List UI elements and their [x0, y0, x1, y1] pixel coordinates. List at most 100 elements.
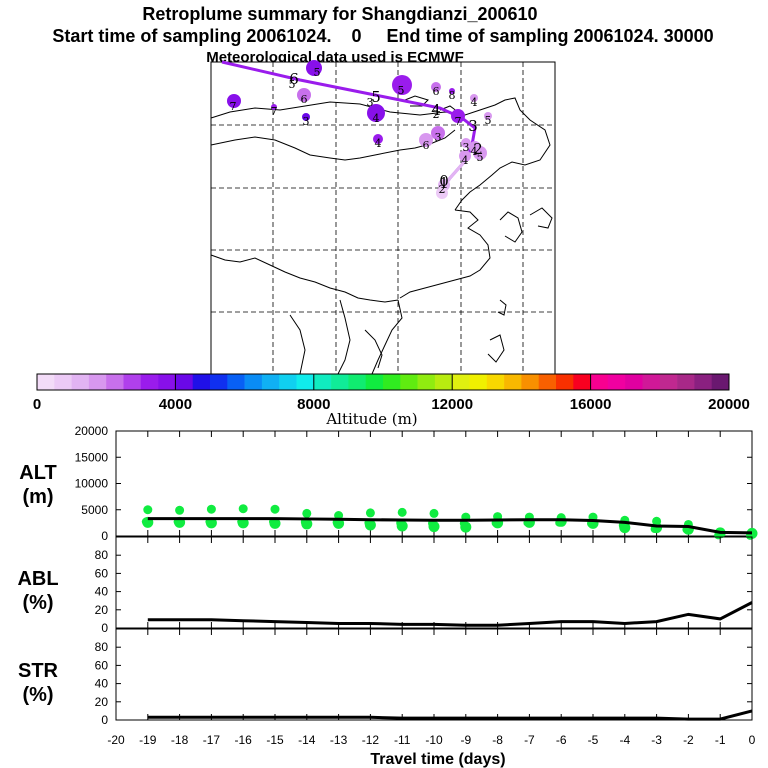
colorbar-swatch	[452, 374, 470, 390]
colorbar-swatch	[556, 374, 574, 390]
x-tick-label: -7	[524, 733, 535, 747]
trajectory-day-label: 1	[439, 174, 449, 192]
altitude-marker	[419, 133, 433, 147]
altitude-marker	[449, 88, 455, 94]
colorbar-swatch	[365, 374, 384, 390]
cluster-label: 7	[230, 100, 237, 113]
colorbar-swatch	[88, 374, 107, 390]
y-tick-label: 15000	[75, 450, 109, 464]
panel-frame	[115, 628, 753, 721]
x-tick-label: -16	[235, 733, 253, 747]
x-tick-label: -12	[362, 733, 380, 747]
altitude-marker	[436, 187, 448, 199]
colorbar-swatch	[625, 374, 643, 390]
x-tick-label: -13	[330, 733, 348, 747]
y-tick-label: 20	[95, 603, 109, 617]
y-tick-label: 40	[95, 585, 109, 599]
colorbar-swatch	[504, 374, 522, 390]
colorbar-swatch	[261, 374, 280, 390]
panel-frame	[115, 536, 753, 629]
coastlines-and-borders	[210, 95, 553, 375]
altitude-marker	[459, 150, 471, 162]
altitude-marker	[297, 88, 311, 102]
colorbar-swatch	[279, 374, 297, 390]
cluster-label: 3	[367, 96, 374, 109]
y-tick-label: 60	[95, 658, 109, 672]
panel-units: (%)	[22, 684, 53, 706]
trajectory-day-label: 5	[371, 88, 381, 106]
cluster-label: 3	[463, 141, 470, 154]
colorbar-swatch	[486, 374, 505, 390]
x-tick-label: -6	[556, 733, 567, 747]
colorbar-swatch	[106, 374, 124, 390]
y-tick-label: 0	[101, 713, 108, 727]
y-tick-label: 80	[95, 640, 109, 654]
colorbar-swatch	[313, 374, 332, 390]
panel-abl: 0 20 40 60 80 ABL(%)	[17, 536, 753, 635]
x-tick-label: -11	[394, 733, 411, 747]
panel-label: ALT	[19, 462, 56, 484]
trajectory-day-label: 2	[473, 140, 483, 158]
x-tick-label: -19	[139, 733, 157, 747]
colorbar-swatch	[348, 374, 366, 390]
colorbar-swatch	[521, 374, 539, 390]
colorbar-swatch	[417, 374, 436, 390]
cluster-label: 6	[433, 85, 440, 98]
altitude-dot-upper	[302, 508, 312, 518]
cluster-label: 5	[485, 114, 492, 127]
colorbar-swatch	[71, 374, 90, 390]
altitude-dot-upper	[397, 507, 407, 517]
colorbar-tick-label: 8000	[297, 396, 330, 413]
altitude-marker	[306, 60, 322, 76]
colorbar-swatch	[383, 374, 401, 390]
altitude-marker	[431, 82, 441, 92]
x-tick-label: -18	[171, 733, 189, 747]
colorbar-swatch	[54, 374, 72, 390]
colorbar-swatch	[140, 374, 159, 390]
cluster-label: 4	[471, 145, 478, 158]
trajectory-day-label: 6	[289, 70, 299, 88]
altitude-marker	[271, 104, 277, 110]
colorbar-swatch	[192, 374, 211, 390]
trajectory-day-label: 3	[468, 117, 478, 135]
colorbar-swatch	[400, 374, 418, 390]
colorbar-tick-label: 16000	[570, 396, 612, 413]
colorbar-swatch	[37, 374, 55, 390]
altitude-dot-upper	[143, 505, 153, 515]
altitude-dot-upper	[175, 505, 185, 515]
colorbar-swatch	[659, 374, 678, 390]
altitude-colorbar: 0 4000 8000 12000 16000 20000	[33, 373, 750, 413]
map-gridlines	[211, 62, 555, 374]
y-tick-label: 20	[95, 695, 109, 709]
colorbar-swatch	[573, 374, 591, 390]
str-line	[147, 709, 753, 721]
x-tick-label: -14	[298, 733, 316, 747]
altitude-dot-upper	[365, 508, 375, 518]
altitude-marker	[367, 104, 385, 122]
cluster-label: 3	[435, 131, 442, 144]
y-tick-label: 60	[95, 566, 109, 580]
altitude-marker	[469, 141, 481, 153]
colorbar-swatch	[469, 374, 488, 390]
x-tick-label: -2	[683, 733, 694, 747]
y-tick-label: 80	[95, 548, 109, 562]
altitude-marker	[227, 94, 241, 108]
colorbar-swatch	[642, 374, 661, 390]
y-tick-label: 40	[95, 677, 109, 691]
x-tick-label: -4	[619, 733, 630, 747]
x-tick-label: -10	[425, 733, 443, 747]
y-tick-label: 0	[101, 621, 108, 635]
x-tick-label: -3	[651, 733, 662, 747]
panel-units: (%)	[22, 592, 53, 614]
panel-label: ABL	[17, 568, 58, 590]
cluster-label: 4	[375, 137, 382, 150]
colorbar-tick-label: 12000	[431, 396, 473, 413]
colorbar-tick-label: 0	[33, 396, 41, 413]
x-tick-label: -15	[266, 733, 284, 747]
colorbar-swatch	[590, 374, 609, 390]
colorbar-swatch	[331, 374, 349, 390]
colorbar-swatch	[175, 374, 193, 390]
colorbar-swatch	[711, 374, 730, 390]
x-tick-label: -9	[460, 733, 471, 747]
